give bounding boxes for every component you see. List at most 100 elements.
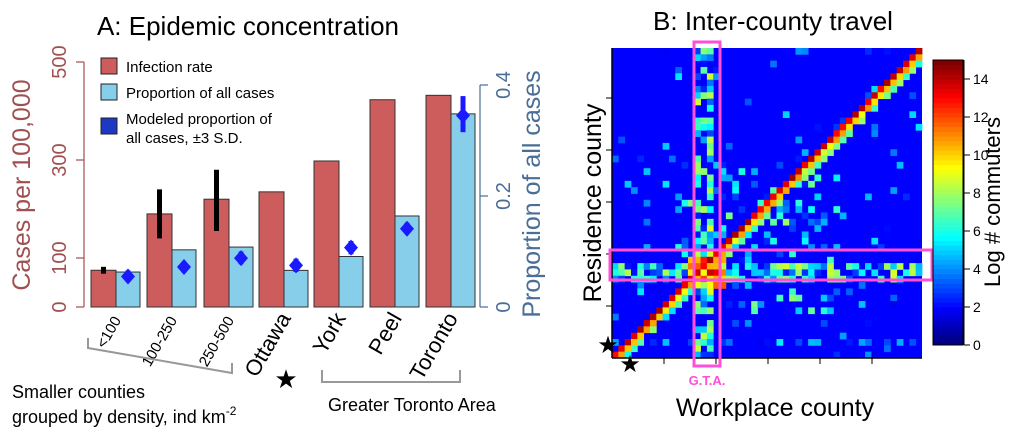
heatmap-cell: [858, 282, 866, 289]
colorbar-segment: [933, 112, 963, 118]
heatmap-cell: [706, 130, 714, 137]
heatmap-cell: [763, 199, 771, 207]
heatmap-cell: [618, 269, 626, 277]
heatmap-cell: [719, 256, 727, 264]
heatmap-cell: [662, 307, 670, 315]
colorbar-segment: [933, 60, 963, 66]
heatmap-cell: [719, 225, 727, 232]
colorbar-ticks: 0 2 4 6 8 10 12 14: [964, 71, 989, 353]
left-tick-label-0: 0: [49, 301, 71, 312]
colorbar-segment: [933, 131, 963, 137]
heatmap-cell: [903, 60, 910, 68]
heatmap-cell: [833, 244, 841, 251]
colorbar-segment: [933, 330, 963, 336]
colorbar-segment: [933, 254, 963, 260]
right-tick-label-0.4: 0.4: [493, 71, 515, 99]
heatmap-cell: [694, 218, 701, 226]
heatmap-cell: [877, 92, 885, 100]
heatmap-cell: [719, 168, 727, 175]
heatmap-cell: [782, 187, 790, 194]
point-modeled: [400, 220, 414, 237]
colorbar-segment: [933, 278, 963, 284]
gta-bracket: [321, 370, 461, 383]
heatmap-cell: [757, 218, 765, 226]
heatmap-cell: [706, 263, 714, 270]
heatmap-cell: [694, 250, 701, 258]
heatmap-cell: [839, 123, 847, 131]
heatmap-cell: [732, 263, 739, 270]
heatmap-cell: [637, 339, 645, 346]
heatmap-cell: [700, 301, 708, 308]
heatmap-cell: [706, 193, 714, 201]
heatmap-cell: [827, 294, 834, 302]
heatmap-cell: [738, 231, 746, 239]
heatmap-cell: [675, 301, 682, 308]
heatmap-cell: [744, 225, 752, 232]
heatmap-cell: [827, 263, 834, 270]
heatmap-cell: [757, 339, 765, 346]
heatmap-cell: [700, 231, 708, 239]
heatmap-cell: [706, 269, 714, 277]
heatmap-cell: [789, 288, 796, 296]
heatmap-cell: [782, 263, 790, 270]
heatmap-cell: [725, 237, 733, 245]
heatmap-cell: [706, 48, 714, 55]
heatmap-cell: [744, 263, 752, 270]
heatmap-cell: [846, 117, 853, 125]
heatmap-cell: [725, 244, 733, 251]
heatmap-cell: [643, 244, 651, 251]
heatmap-cell: [801, 237, 809, 245]
heatmap-cell: [700, 351, 708, 359]
heatmap-cell: [700, 339, 708, 346]
heatmap-cell: [909, 60, 917, 68]
small-counties-label-1: Smaller counties: [12, 382, 145, 402]
heatmap-cell: [763, 193, 771, 201]
heatmap-cells: [612, 48, 923, 359]
heatmap-cell: [706, 244, 714, 251]
heatmap-cell: [694, 161, 701, 169]
heatmap-cell: [865, 193, 872, 201]
heatmap-cell: [871, 92, 879, 100]
heatmap-cell: [700, 282, 708, 289]
heatmap-cell: [795, 263, 803, 270]
heatmap-cell: [751, 180, 758, 188]
colorbar-segment: [933, 64, 963, 70]
colorbar-segment: [933, 174, 963, 180]
colorbar-segment: [933, 188, 963, 194]
colorbar-segment: [933, 98, 963, 104]
heatmap-cell: [681, 250, 689, 258]
heatmap-cell: [694, 339, 701, 346]
heatmap-cell: [833, 269, 841, 277]
heatmap-cell: [732, 231, 739, 239]
heatmap-cell: [706, 250, 714, 258]
heatmap-cell: [624, 339, 632, 346]
bar-proportion: [171, 249, 197, 308]
heatmap-cell: [694, 199, 701, 207]
heatmap-cell: [833, 136, 841, 144]
heatmap-cell: [782, 180, 790, 188]
heatmap-cell: [770, 237, 777, 245]
heatmap-x-title: Workplace county: [676, 394, 875, 422]
colorbar-segment: [933, 307, 963, 313]
heatmap-cell: [700, 85, 708, 93]
heatmap-cell: [827, 269, 834, 277]
heatmap-cell: [757, 301, 765, 308]
heatmap-cell: [795, 155, 803, 163]
heatmap-cell: [808, 263, 815, 270]
heatmap-cell: [649, 320, 657, 327]
heatmap-cell: [846, 130, 853, 137]
heatmap-cell: [706, 288, 714, 296]
heatmap-cell: [776, 269, 784, 277]
heatmap-cell: [915, 60, 923, 68]
point-modeled: [456, 107, 470, 124]
heatmap-cell: [643, 320, 651, 327]
heatmap-cell: [770, 263, 777, 270]
heatmap-cell: [763, 206, 771, 213]
heatmap-cell: [827, 142, 834, 150]
heatmap-cell: [795, 180, 803, 188]
bar-infection-rate: [369, 99, 396, 308]
heatmap-cell: [719, 244, 727, 251]
heatmap-cell: [808, 244, 815, 251]
heatmap-cell: [668, 307, 676, 315]
heatmap-cell: [909, 339, 917, 346]
